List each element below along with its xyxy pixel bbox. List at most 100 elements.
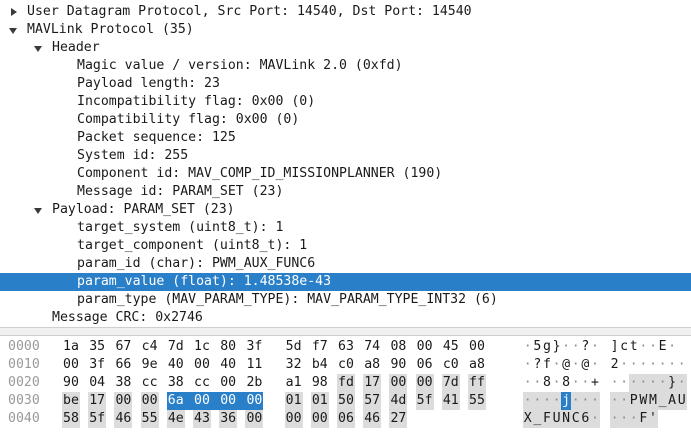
hex-byte[interactable]: 3f	[246, 339, 263, 354]
hex-byte[interactable]: 36	[219, 410, 238, 428]
ascii-char[interactable]: ·	[523, 392, 533, 410]
ascii-char[interactable]: ·	[523, 375, 532, 390]
hex-row[interactable]: 0040 58 5f 46 55 4e 43 36 00 00 00 06 46 27 X _ F U N C 6 · · ·…	[0, 410, 691, 428]
tree-row[interactable]: target_component (uint8_t): 1	[0, 237, 691, 255]
ascii-char[interactable]: j	[561, 392, 571, 410]
ascii-char[interactable]: f	[542, 357, 551, 372]
hex-byte[interactable]: 63	[338, 339, 354, 354]
hex-byte[interactable]: 9e	[141, 357, 158, 372]
hex-byte[interactable]: c4	[141, 339, 158, 354]
ascii-char[interactable]: P	[629, 392, 639, 410]
ascii-char[interactable]: ·	[658, 357, 667, 372]
tree-row[interactable]: param_type (MAV_PARAM_TYPE): MAV_PARAM_T…	[0, 291, 691, 309]
hex-byte[interactable]: c0	[442, 357, 459, 372]
hex-byte[interactable]: a1	[285, 375, 302, 390]
hex-byte[interactable]: 00	[114, 392, 133, 410]
tree-row[interactable]: target_system (uint8_t): 1	[0, 219, 691, 237]
hex-byte[interactable]: 35	[89, 339, 106, 354]
hex-byte[interactable]: a8	[469, 357, 485, 372]
hex-byte[interactable]: 5f	[415, 392, 434, 410]
hex-byte[interactable]: 40	[167, 357, 184, 372]
tree-row[interactable]: Magic value / version: MAVLink 2.0 (0xfd…	[0, 57, 691, 75]
hex-byte[interactable]: 38	[115, 375, 132, 390]
hex-byte[interactable]: 2b	[246, 375, 263, 390]
ascii-char[interactable]: ·	[533, 375, 542, 390]
ascii-char[interactable]: U	[677, 392, 687, 410]
hex-byte[interactable]: 00	[469, 339, 485, 354]
hex-byte[interactable]: 66	[115, 357, 132, 372]
expand-down-icon[interactable]	[33, 201, 45, 219]
hex-byte[interactable]: 57	[363, 392, 382, 410]
hex-byte[interactable]: 00	[219, 392, 247, 410]
tree-row[interactable]: Message id: PARAM_SET (23)	[0, 183, 691, 201]
ascii-char[interactable]: 8	[562, 375, 571, 390]
hex-byte[interactable]: b4	[311, 357, 328, 372]
hex-byte[interactable]: 74	[364, 339, 381, 354]
hex-byte[interactable]: 00	[310, 410, 329, 428]
ascii-char[interactable]: ·	[657, 374, 668, 392]
ascii-char[interactable]: ·	[677, 357, 686, 372]
hex-byte[interactable]: 38	[167, 375, 184, 390]
tree-row[interactable]: MAVLink Protocol (35)	[0, 21, 691, 39]
tree-row[interactable]: Payload length: 23	[0, 75, 691, 93]
ascii-char[interactable]: C	[571, 410, 581, 428]
ascii-char[interactable]: ·	[590, 392, 600, 410]
hex-byte[interactable]: 45	[442, 339, 459, 354]
hex-byte[interactable]: 11	[246, 357, 263, 372]
tree-row[interactable]: System id: 255	[0, 147, 691, 165]
ascii-char[interactable]: c	[620, 339, 629, 354]
hex-byte[interactable]: 6a	[166, 392, 194, 410]
tree-row[interactable]: Incompatibility flag: 0x00 (0)	[0, 93, 691, 111]
tree-row[interactable]: Message CRC: 0x2746	[0, 309, 691, 327]
ascii-char[interactable]: A	[667, 392, 677, 410]
ascii-char[interactable]: ·	[639, 339, 648, 354]
hex-byte[interactable]: 67	[115, 339, 132, 354]
ascii-char[interactable]: ·	[551, 392, 562, 410]
hex-byte[interactable]: fd	[337, 374, 355, 392]
ascii-char[interactable]: ·	[610, 375, 619, 390]
hex-byte[interactable]: 00	[415, 374, 434, 392]
ascii-char[interactable]: F	[638, 410, 649, 428]
ascii-char[interactable]: ·	[619, 410, 629, 428]
ascii-char[interactable]: ·	[571, 357, 580, 372]
hex-byte[interactable]: 4e	[166, 410, 185, 428]
ascii-char[interactable]: ·	[562, 339, 571, 354]
ascii-char[interactable]: ·	[609, 410, 620, 428]
hex-byte[interactable]: 46	[114, 410, 133, 428]
expand-down-icon[interactable]	[8, 21, 20, 39]
hex-row[interactable]: 0030 be 17 00 00 6a 00 00 00 01 01 50 57 4d 5f 41 55 · · · ·…	[0, 392, 691, 410]
hex-byte[interactable]: 04	[89, 375, 106, 390]
ascii-char[interactable]: ·	[571, 392, 581, 410]
hex-row[interactable]: 0010 00 3f 66 9e 40 00 40 11 32 b4 c0 a8 90 06 c0 a8 ·? f ·…	[0, 356, 691, 374]
ascii-char[interactable]: ·	[629, 357, 638, 372]
hex-byte[interactable]: 7d	[441, 374, 460, 392]
hex-byte[interactable]: 00	[416, 339, 433, 354]
ascii-char[interactable]: _	[657, 392, 668, 410]
hex-byte[interactable]: 7d	[167, 339, 184, 354]
hex-byte[interactable]: 06	[416, 357, 433, 372]
ascii-char[interactable]: ·	[523, 357, 532, 372]
hex-byte[interactable]: 17	[363, 374, 382, 392]
ascii-char[interactable]: ?	[581, 339, 590, 354]
ascii-char[interactable]: 5	[533, 339, 542, 354]
ascii-char[interactable]: ·	[619, 392, 629, 410]
ascii-char[interactable]: ·	[668, 339, 677, 354]
ascii-char[interactable]: ·	[668, 357, 677, 372]
hex-byte[interactable]: a8	[364, 357, 381, 372]
ascii-char[interactable]: ·	[581, 375, 590, 390]
hex-byte[interactable]: 00	[63, 357, 79, 372]
hex-byte[interactable]: f7	[311, 339, 328, 354]
ascii-char[interactable]: @	[581, 357, 590, 372]
ascii-char[interactable]: 2	[610, 357, 619, 372]
hex-byte[interactable]: 32	[285, 357, 302, 372]
tree-row[interactable]: Component id: MAV_COMP_ID_MISSIONPLANNER…	[0, 165, 691, 183]
tree-row[interactable]: Compatibility flag: 0x00 (0)	[0, 111, 691, 129]
ascii-char[interactable]: ·	[552, 357, 561, 372]
ascii-char[interactable]: ·	[620, 375, 629, 390]
ascii-char[interactable]: ·	[590, 410, 600, 428]
hex-byte[interactable]: 00	[140, 392, 159, 410]
hex-byte[interactable]: 27	[389, 410, 408, 428]
ascii-char[interactable]: ·	[590, 339, 599, 354]
ascii-char[interactable]: @	[562, 357, 571, 372]
ascii-char[interactable]: ·	[542, 392, 552, 410]
